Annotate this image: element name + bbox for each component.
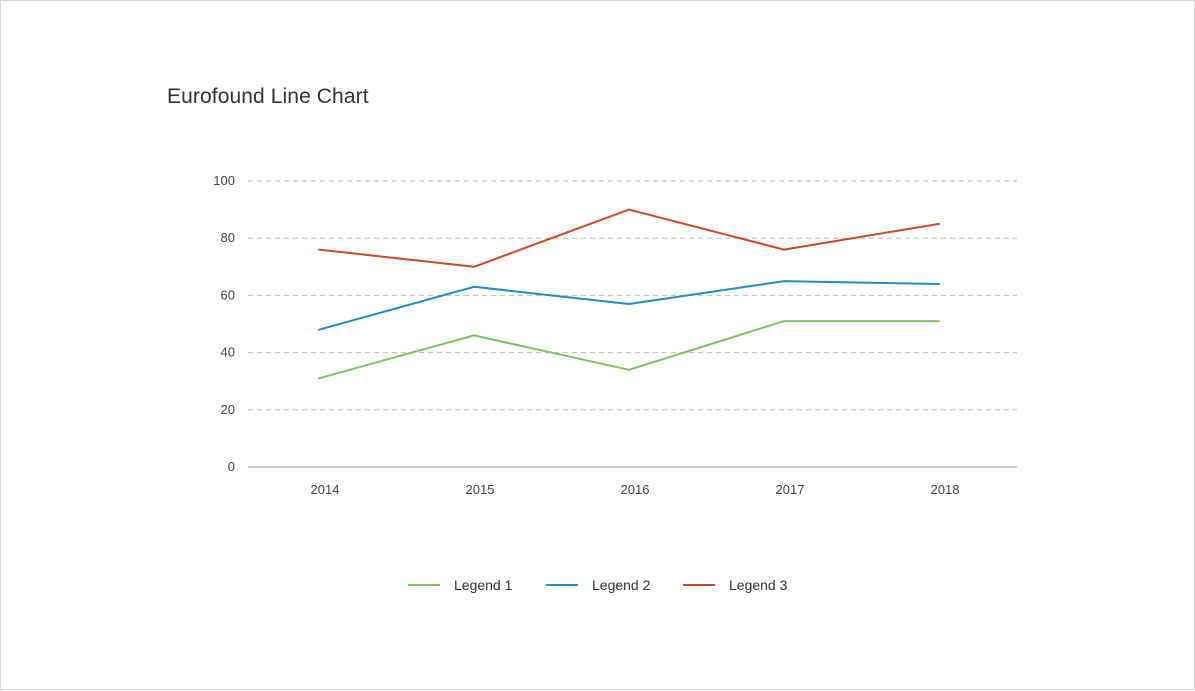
legend-label: Legend 3 [729,577,788,593]
y-tick-label: 100 [213,173,235,188]
legend: Legend 1 Legend 2 Legend 3 [408,577,788,593]
series-line-1 [318,320,940,380]
legend-item-3[interactable]: Legend 3 [683,577,788,593]
x-tick-label: 2017 [776,482,805,497]
series-line-2 [318,280,940,331]
chart-title: Eurofound Line Chart [167,85,369,108]
legend-item-2[interactable]: Legend 2 [546,577,651,593]
grid-lines [248,180,1017,411]
y-tick-label: 40 [221,345,235,360]
x-tick-label: 2018 [931,482,960,497]
x-tick-label: 2016 [621,482,650,497]
x-tick-label: 2015 [466,482,495,497]
series-line-3 [318,208,940,268]
y-tick-label: 20 [221,402,235,417]
legend-item-1[interactable]: Legend 1 [408,577,513,593]
y-tick-label: 60 [221,287,235,302]
legend-label: Legend 2 [592,577,651,593]
legend-label: Legend 1 [454,577,513,593]
series-lines [318,208,940,380]
y-tick-label: 80 [221,230,235,245]
y-axis-ticks: 0 20 40 60 80 100 [213,173,235,474]
x-tick-label: 2014 [311,482,340,497]
y-tick-label: 0 [228,459,235,474]
x-axis-ticks: 2014 2015 2016 2017 2018 [311,482,960,497]
